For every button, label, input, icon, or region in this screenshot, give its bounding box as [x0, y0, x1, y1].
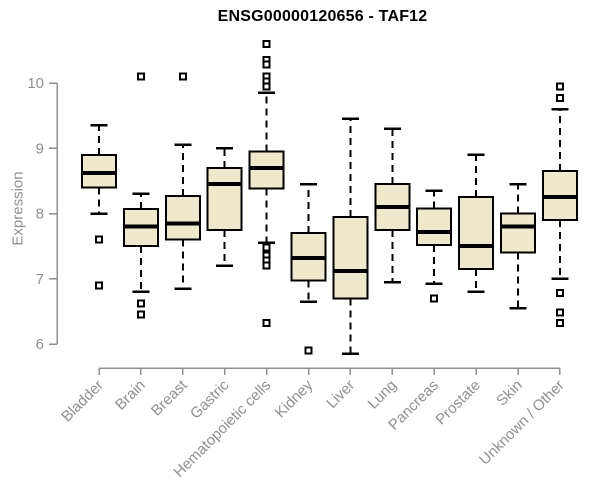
- box-skin: [500, 212, 536, 254]
- box-liver: [332, 215, 369, 300]
- x-category-label-lung: Lung: [365, 377, 401, 413]
- x-category-label-liver: Liver: [323, 377, 358, 412]
- outlier-point-hematopoietic-cells: [262, 82, 271, 91]
- outlier-point-hematopoietic-cells: [262, 243, 271, 252]
- outlier-point-bladder: [95, 235, 103, 244]
- box-prostate: [458, 196, 495, 270]
- outlier-point-kidney: [304, 346, 313, 355]
- outlier-point-hematopoietic-cells: [262, 60, 271, 69]
- outlier-point-breast: [178, 72, 187, 81]
- x-category-label-prostate: Prostate: [432, 377, 484, 429]
- y-tick-label: 10: [27, 75, 44, 92]
- outlier-point-brain: [136, 72, 145, 81]
- box-pancreas: [416, 207, 453, 246]
- x-category-label-bladder: Bladder: [58, 377, 107, 426]
- outlier-point-unknown-other: [555, 82, 564, 91]
- chart-title: ENSG00000120656 - TAF12: [217, 8, 428, 25]
- outlier-point-pancreas: [430, 294, 439, 303]
- outlier-point-bladder: [95, 281, 103, 290]
- box-hematopoietic-cells: [248, 150, 285, 190]
- outlier-point-hematopoietic-cells: [262, 39, 271, 48]
- y-tick-label: 9: [36, 140, 44, 157]
- x-category-label-kidney: Kidney: [272, 376, 317, 421]
- y-tick-label: 6: [36, 336, 44, 353]
- outlier-point-brain: [136, 310, 145, 319]
- box-breast: [164, 194, 201, 241]
- y-tick-label: 8: [36, 206, 44, 223]
- outlier-point-hematopoietic-cells: [262, 261, 271, 270]
- outlier-point-hematopoietic-cells: [262, 319, 271, 328]
- outlier-point-unknown-other: [555, 308, 564, 317]
- outlier-point-unknown-other: [555, 94, 564, 103]
- outlier-point-unknown-other: [555, 289, 564, 298]
- y-axis-label: Expression: [9, 171, 27, 246]
- x-category-label-skin: Skin: [493, 377, 526, 410]
- outlier-point-brain: [136, 299, 145, 308]
- box-gastric: [206, 166, 243, 231]
- y-tick-label: 7: [36, 271, 44, 288]
- x-category-label-brain: Brain: [112, 377, 149, 414]
- outlier-point-unknown-other: [555, 319, 564, 328]
- x-category-label-breast: Breast: [148, 376, 191, 419]
